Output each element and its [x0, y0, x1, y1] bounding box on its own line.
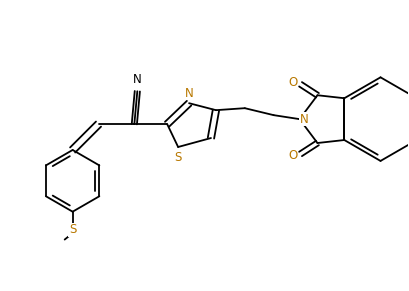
- Text: N: N: [133, 73, 142, 86]
- Text: S: S: [69, 223, 76, 236]
- Text: O: O: [288, 76, 298, 89]
- Text: O: O: [288, 150, 298, 162]
- Text: N: N: [185, 87, 193, 100]
- Text: S: S: [175, 150, 182, 164]
- Text: N: N: [300, 113, 309, 126]
